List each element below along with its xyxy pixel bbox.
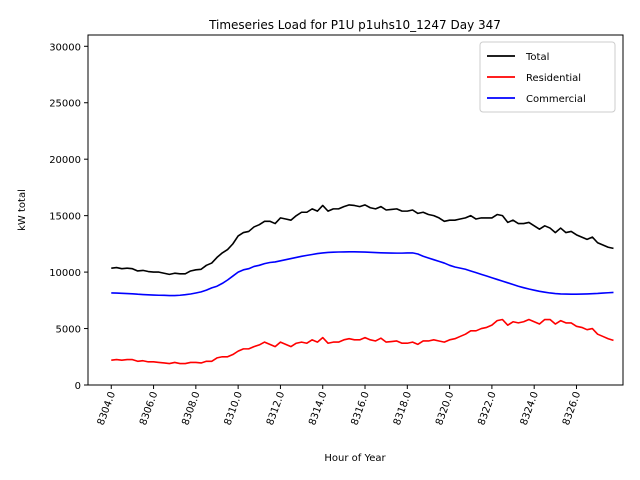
y-tick-label: 20000 [49, 155, 81, 166]
y-tick-label: 15000 [49, 212, 81, 223]
y-tick-label: 30000 [49, 42, 81, 53]
y-axis-title: kW total [17, 189, 28, 231]
legend-label-commercial: Commercial [526, 94, 586, 105]
series-line-commercial [111, 250, 614, 297]
y-tick-label: 0 [75, 381, 81, 392]
series-line-residential [111, 318, 614, 365]
series-line-total [111, 204, 614, 276]
legend: Total Residential Commercial [479, 41, 616, 113]
y-tick-label: 5000 [56, 325, 81, 336]
series-layer [111, 204, 614, 365]
x-axis-title: Hour of Year [324, 453, 386, 464]
legend-label-total: Total [525, 52, 549, 63]
y-tick-label: 25000 [49, 99, 81, 110]
legend-box [479, 41, 616, 113]
legend-label-residential: Residential [526, 73, 581, 84]
y-tick-label: 10000 [49, 268, 81, 279]
chart-title: Timeseries Load for P1U p1uhs10_1247 Day… [208, 18, 501, 32]
plot-frame [87, 34, 624, 386]
